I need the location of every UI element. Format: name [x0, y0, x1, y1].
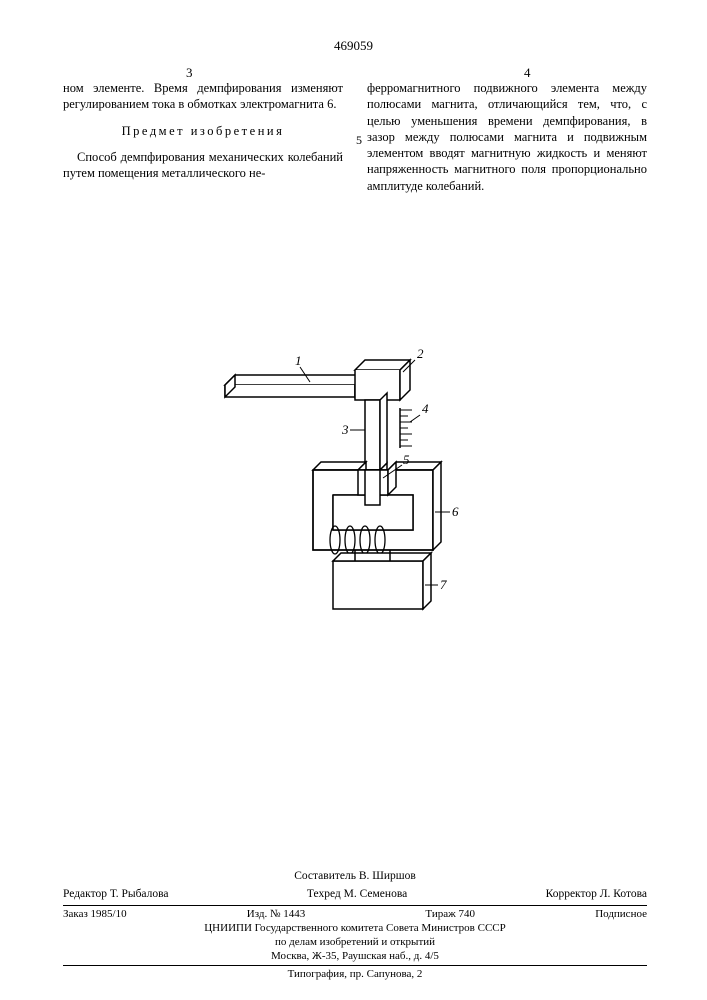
footer-divider-2: [63, 962, 647, 966]
document-number: 469059: [0, 38, 707, 54]
footer-institution: ЦНИИПИ Государственного комитета Совета …: [63, 922, 647, 963]
left-para-1: ном элементе. Время демпфирования изменя…: [63, 80, 343, 113]
footer-institution-text: ЦНИИПИ Государственного комитета Совета …: [204, 922, 506, 962]
subject-heading: Предмет изобретения: [63, 123, 343, 139]
svg-text:7: 7: [440, 577, 447, 592]
footer-order-num: Заказ 1985/10: [63, 908, 127, 920]
footer-tirazh: Тираж 740: [425, 908, 475, 920]
page-number-left: 3: [186, 65, 193, 81]
footer-typography: Типография, пр. Сапунова, 2: [63, 968, 647, 980]
svg-text:6: 6: [452, 504, 459, 519]
footer-corrector: Корректор Л. Котова: [546, 888, 647, 900]
left-column: ном элементе. Время демпфирования изменя…: [63, 80, 343, 187]
right-column: ферромагнитного подвижного элемента межд…: [367, 80, 647, 200]
beam-element: [225, 375, 365, 397]
block-2: [355, 360, 410, 400]
footer-techred: Техред М. Семенова: [307, 888, 407, 900]
footer-izd: Изд. № 1443: [247, 908, 305, 920]
footer-editor: Редактор Т. Рыбалова: [63, 888, 169, 900]
footer-order: Заказ 1985/10 Изд. № 1443 Тираж 740 Подп…: [63, 908, 647, 920]
footer-podpisnoe: Подписное: [595, 908, 647, 920]
svg-text:2: 2: [417, 346, 424, 361]
page-number-right: 4: [524, 65, 531, 81]
technical-diagram: 1 2 3 4 5 6 7: [205, 330, 505, 630]
svg-text:3: 3: [341, 422, 349, 437]
scale-4: [400, 408, 412, 448]
block-7: [333, 550, 431, 609]
footer-credits: Редактор Т. Рыбалова Техред М. Семенова …: [63, 888, 647, 900]
svg-text:1: 1: [295, 353, 302, 368]
connector-3: [365, 393, 387, 470]
right-para-1: ферромагнитного подвижного элемента межд…: [367, 80, 647, 194]
svg-text:5: 5: [403, 452, 410, 467]
element-5-front: [365, 470, 380, 505]
margin-line-number: 5: [356, 133, 362, 148]
svg-text:4: 4: [422, 401, 429, 416]
footer-composer: Составитель В. Ширшов: [63, 870, 647, 882]
footer-divider-1: [63, 902, 647, 906]
left-para-2: Способ демпфирования механических колеба…: [63, 149, 343, 182]
